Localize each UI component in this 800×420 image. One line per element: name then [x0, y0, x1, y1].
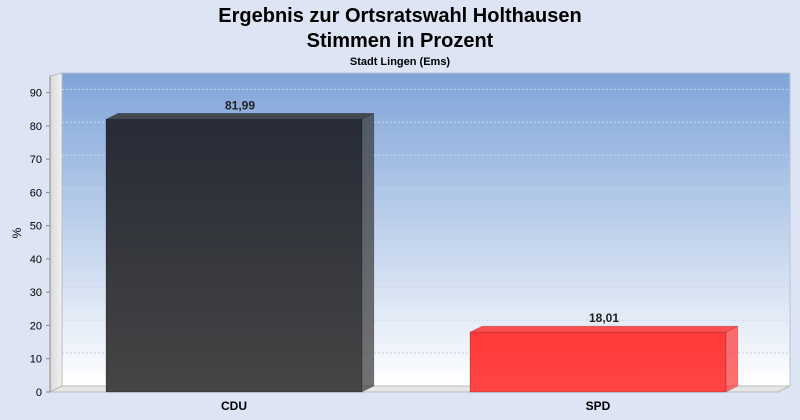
y-tick-label: 50 — [30, 221, 42, 233]
y-tick-label: 80 — [30, 121, 42, 133]
x-tick-label-cdu: CDU — [221, 399, 247, 413]
y-axis: 0 10 20 30 40 50 60 70 80 90 — [30, 76, 51, 399]
bars: 81,99 18,01 — [105, 98, 739, 393]
y-axis-label: % — [10, 227, 24, 238]
bar-front — [105, 118, 363, 393]
y-tick-label: 0 — [36, 387, 42, 399]
bar-cdu: 81,99 — [105, 98, 375, 393]
y-tick-label: 40 — [30, 254, 42, 266]
data-label: 81,99 — [225, 98, 255, 112]
chart-title-line1: Ergebnis zur Ortsratswahl Holthausen — [218, 5, 581, 27]
x-axis: CDU SPD — [221, 399, 611, 413]
y-tick-label: 70 — [30, 154, 42, 166]
bar-top — [105, 113, 375, 120]
y-tick-label: 30 — [30, 287, 42, 299]
x-tick-label-spd: SPD — [586, 399, 611, 413]
y-tick-label: 20 — [30, 320, 42, 332]
bar-side — [361, 112, 375, 393]
y-tick-label: 10 — [30, 354, 42, 366]
bar-side — [725, 325, 739, 393]
plot-side-wall — [49, 72, 63, 393]
data-label: 18,01 — [589, 311, 619, 325]
y-tick-label: 90 — [30, 88, 42, 100]
bar-spd: 18,01 — [469, 311, 739, 393]
bar-top — [469, 325, 739, 333]
chart-title-line2: Stimmen in Prozent — [307, 30, 494, 52]
bar-front — [469, 331, 727, 393]
y-tick-label: 60 — [30, 187, 42, 199]
chart-subtitle: Stadt Lingen (Ems) — [350, 56, 451, 68]
